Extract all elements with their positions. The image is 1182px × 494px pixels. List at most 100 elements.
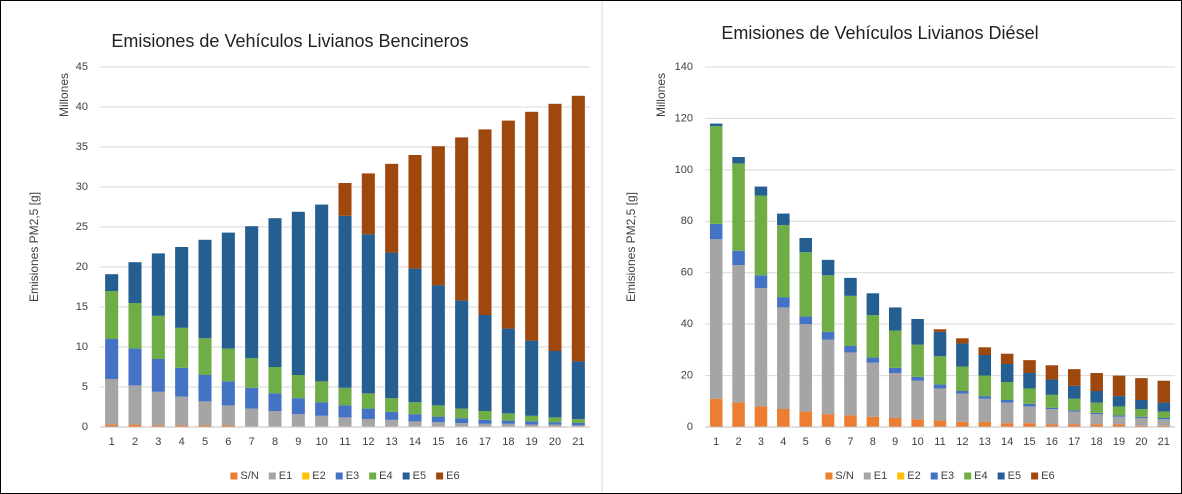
x-tick-label: 12 [362, 436, 374, 448]
legend-label: S/N [835, 470, 853, 482]
bar-segment [866, 357, 880, 363]
y-tick-label: 10 [76, 341, 88, 353]
x-tick-label: 3 [155, 436, 161, 448]
bar-segment [128, 303, 142, 349]
y-axis-label: Emisiones PM2,5 [g] [624, 192, 638, 302]
bar-segment [525, 340, 539, 416]
chart-title: Emisiones de Vehículos Livianos Benciner… [111, 31, 468, 51]
x-tick-label: 21 [572, 436, 584, 448]
bar-segment [361, 419, 375, 427]
bar-segment [1045, 394, 1059, 408]
y-tick-label: 25 [76, 221, 88, 233]
bar-segment [888, 367, 902, 373]
bar-segment [431, 285, 445, 406]
legend-label: E4 [379, 470, 392, 482]
bar-segment [221, 232, 235, 349]
bar-segment [198, 401, 212, 426]
x-tick-label: 13 [979, 436, 991, 448]
bar-segment [1112, 415, 1126, 417]
bar-segment [888, 330, 902, 368]
bar-segment [478, 411, 492, 420]
bar-segment [175, 425, 189, 427]
bar-segment [978, 421, 992, 427]
bar-segment [1157, 380, 1171, 403]
bar-segment [933, 420, 947, 427]
legend-swatch [302, 472, 310, 480]
bar-segment [1090, 412, 1103, 415]
legend-swatch [1031, 472, 1039, 480]
bar-segment [866, 293, 880, 316]
bar-segment [1112, 406, 1126, 416]
bar-segment [709, 126, 723, 224]
bar-segment [221, 381, 235, 406]
bar-segment [933, 331, 947, 357]
y-tick-label: 0 [82, 421, 88, 433]
y-tick-label: 80 [681, 215, 693, 227]
bar-segment [1045, 379, 1059, 395]
bar-segment [799, 238, 812, 253]
bar-segment [866, 315, 880, 358]
bar-segment [455, 137, 469, 301]
bar-segment [455, 423, 469, 427]
bar-segment [338, 387, 352, 406]
bar-segment [525, 415, 539, 422]
x-tick-label: 11 [934, 436, 945, 448]
bar-segment [1068, 385, 1081, 399]
bar-segment [1068, 411, 1081, 425]
bar-segment [1023, 423, 1036, 427]
bar-segment [548, 351, 562, 418]
bar-segment [431, 416, 445, 423]
bar-segment [221, 348, 235, 382]
x-tick-label: 20 [1135, 436, 1147, 448]
x-tick-label: 15 [1023, 436, 1035, 448]
y-tick-label: 140 [675, 61, 693, 73]
bar-segment [338, 417, 352, 427]
bar-segment [151, 391, 165, 426]
y-tick-label: 20 [681, 369, 693, 381]
bar-segment [821, 331, 835, 340]
bar-segment [105, 291, 119, 339]
bar-segment [338, 215, 352, 388]
bar-segment [315, 402, 329, 416]
legend-label: E5 [1008, 470, 1021, 482]
x-tick-label: 2 [736, 436, 742, 448]
x-tick-label: 19 [526, 436, 538, 448]
x-tick-label: 5 [803, 436, 809, 448]
bar-segment [385, 419, 399, 427]
bar-segment [268, 393, 282, 411]
x-tick-label: 8 [870, 436, 876, 448]
bar-segment [571, 361, 585, 419]
bar-segment [175, 247, 189, 328]
bar-segment [198, 338, 212, 375]
x-tick-label: 14 [409, 436, 421, 448]
x-tick-label: 10 [911, 436, 923, 448]
bar-segment [291, 375, 305, 399]
bar-segment [245, 358, 259, 388]
bar-segment [799, 252, 812, 317]
x-tick-label: 4 [179, 436, 185, 448]
bar-segment [221, 405, 235, 426]
bar-segment [933, 384, 947, 389]
bar-segment [408, 414, 422, 422]
bar-segment [1090, 373, 1103, 391]
bar-segment [709, 223, 723, 240]
bar-segment [385, 411, 399, 420]
bar-segment [431, 422, 445, 427]
x-tick-label: 7 [847, 436, 853, 448]
bar-segment [361, 408, 375, 419]
y-unit-label: Millones [57, 73, 71, 117]
bar-segment [911, 344, 924, 377]
bar-segment [385, 398, 399, 412]
x-tick-label: 16 [1046, 436, 1058, 448]
x-tick-label: 20 [549, 436, 561, 448]
bar-segment [151, 315, 165, 359]
y-unit-label: Millones [654, 73, 668, 117]
bar-segment [911, 419, 924, 427]
bar-segment [1135, 378, 1148, 400]
bar-segment [245, 226, 259, 359]
y-tick-label: 45 [76, 61, 88, 73]
bar-segment [1112, 424, 1126, 427]
x-tick-label: 9 [295, 436, 301, 448]
bar-segment [956, 391, 969, 394]
legend-swatch [369, 472, 377, 480]
